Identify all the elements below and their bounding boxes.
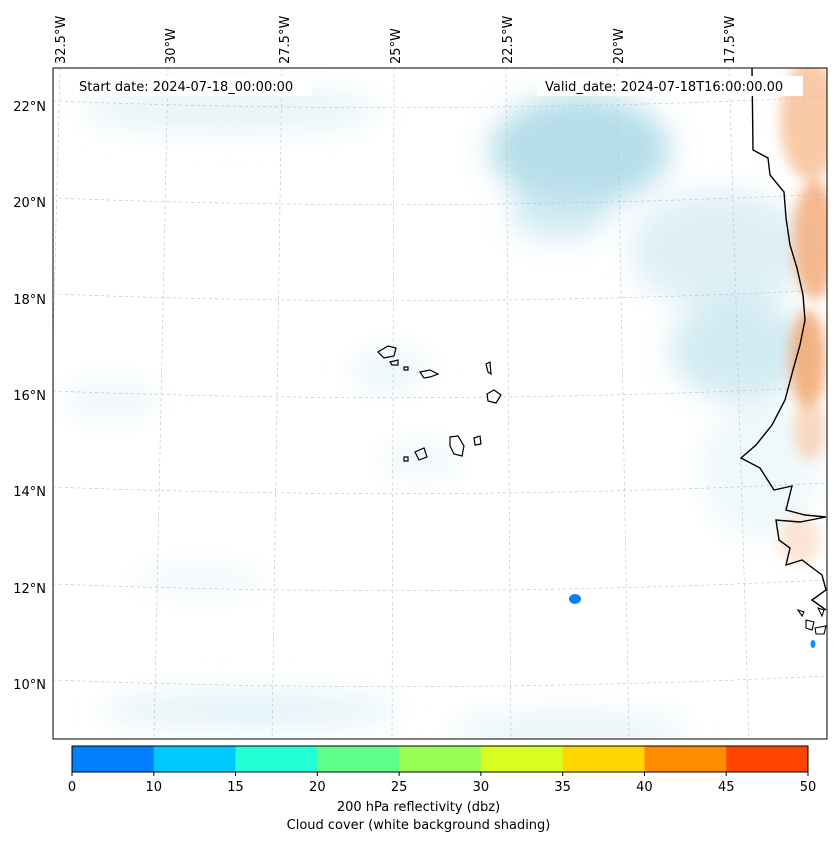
longitude-labels: 32.5°W 30°W 27.5°W 25°W 22.5°W 20°W 17.5… — [54, 16, 738, 64]
colorbar-segment — [72, 746, 155, 772]
colorbar-tick-label: 20 — [309, 780, 326, 795]
lon-label: 27.5°W — [278, 16, 293, 64]
graticule — [53, 68, 827, 739]
colorbar-segment — [726, 746, 809, 772]
colorbar-tick-label: 45 — [718, 780, 735, 795]
colorbar-tick-label: 50 — [800, 780, 817, 795]
colorbar-label-line1: 200 hPa reflectivity (dbz) — [336, 800, 501, 815]
latitude-labels: 22°N 20°N 18°N 16°N 14°N 12°N 10°N — [13, 100, 46, 693]
lon-label: 22.5°W — [501, 16, 516, 64]
start-date-label: Start date: 2024-07-18_00:00:00 — [79, 80, 293, 95]
colorbar-segment — [644, 746, 727, 772]
reflectivity-blobs — [569, 594, 816, 648]
colorbar-segment — [153, 746, 237, 772]
reflectivity-blob — [569, 594, 581, 604]
colorbar: 0 10 15 20 25 30 35 40 45 50 — [68, 745, 817, 795]
colorbar-segment — [399, 746, 482, 772]
colorbar-segment — [317, 746, 400, 772]
lat-label: 18°N — [13, 293, 46, 308]
lat-label: 10°N — [13, 678, 46, 693]
colorbar-segment — [562, 746, 645, 772]
warm-reflectivity-shading — [780, 68, 827, 565]
map-area — [53, 68, 827, 739]
colorbar-tick-label: 30 — [473, 780, 490, 795]
cloud-cover-shading — [60, 88, 820, 739]
lon-label: 32.5°W — [54, 16, 69, 64]
colorbar-label-line2: Cloud cover (white background shading) — [286, 818, 551, 833]
colorbar-tick-label: 0 — [68, 780, 76, 795]
reflectivity-blob — [810, 640, 816, 648]
colorbar-tick-label: 10 — [146, 780, 163, 795]
valid-date-label: Valid_date: 2024-07-18T16:00:00.00 — [545, 80, 783, 95]
lon-label: 30°W — [164, 28, 179, 64]
lon-label: 17.5°W — [723, 16, 738, 64]
lat-label: 20°N — [13, 196, 46, 211]
lat-label: 22°N — [13, 100, 46, 115]
colorbar-segment — [235, 746, 318, 772]
lon-label: 25°W — [389, 28, 404, 64]
colorbar-tick-label: 40 — [636, 780, 653, 795]
colorbar-segment — [480, 746, 564, 772]
guinea-bissau-islands — [796, 607, 827, 635]
colorbar-tick-label: 35 — [554, 780, 571, 795]
colorbar-tick-label: 25 — [391, 780, 408, 795]
lat-label: 16°N — [13, 389, 46, 404]
lon-label: 20°W — [612, 28, 627, 64]
colorbar-frame — [71, 745, 809, 773]
colorbar-tick-label: 15 — [227, 780, 244, 795]
cape-verde-islands — [377, 345, 502, 462]
lat-label: 14°N — [13, 485, 46, 500]
west-africa-coastline — [739, 68, 827, 611]
lat-label: 12°N — [13, 582, 46, 597]
